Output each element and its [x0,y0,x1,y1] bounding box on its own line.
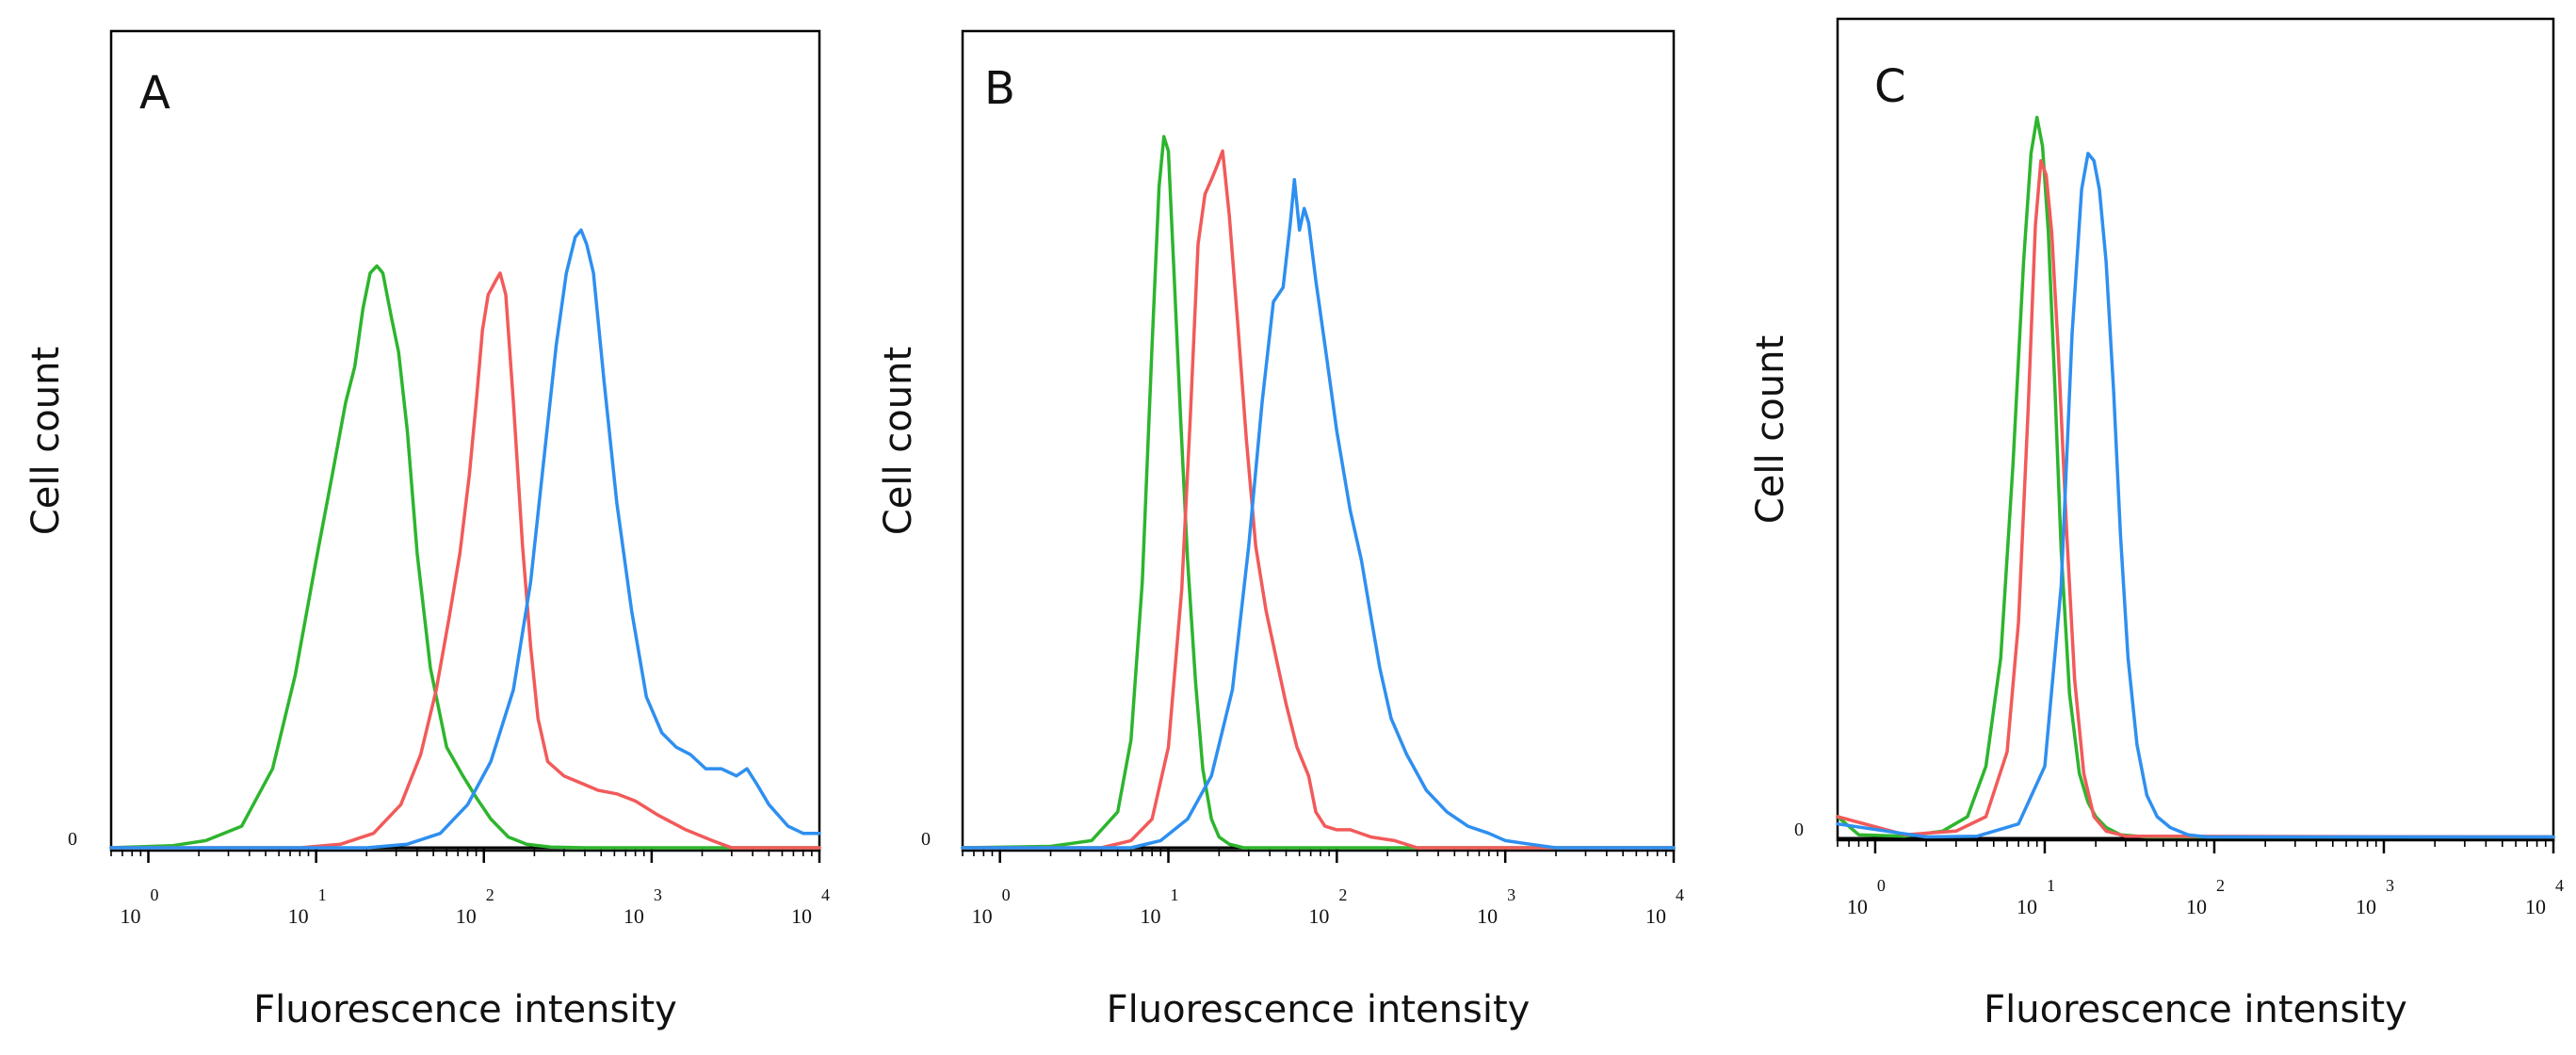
x-tick-label-base: 10 [2525,895,2546,918]
panel-letter: B [984,62,1015,115]
x-tick-label-exponent: 2 [1338,885,1347,904]
x-tick-label-base: 10 [2356,895,2376,918]
x-tick-label-exponent: 1 [2047,876,2055,895]
panel-c: C Cell count Fluorescence intensity 0 10… [1749,17,2564,1031]
plot-frame [961,29,1676,852]
x-tick-label-exponent: 3 [1507,885,1515,904]
x-tick-label-exponent: 4 [1676,885,1684,904]
y-axis-label: Cell count [1749,335,1792,524]
x-tick-label-base: 10 [2017,895,2037,918]
series-line-red [109,271,821,850]
x-tick-label-exponent: 1 [318,885,327,904]
plot-frame [109,29,821,852]
x-axis-label: Fluorescence intensity [1107,988,1531,1031]
series-line-red [961,149,1676,850]
x-tick-label-exponent: 4 [821,885,830,904]
series-line-green [1836,115,2555,839]
y-zero-label: 0 [921,829,931,850]
x-tick-label-base: 10 [456,904,477,928]
x-tick-label-exponent: 3 [2386,876,2394,895]
series-line-blue [1836,152,2555,839]
x-tick-label-exponent: 1 [1171,885,1179,904]
panel-b: B Cell count Fluorescence intensity 0 10… [877,29,1684,1031]
x-tick-label-base: 10 [1645,904,1666,928]
x-tick-label-exponent: 0 [1877,876,1886,895]
x-axis-label: Fluorescence intensity [1984,988,2407,1031]
series-line-green [109,264,821,850]
panel-a: A Cell count Fluorescence intensity 0 10… [24,29,830,1031]
series-line-blue [961,178,1676,850]
x-tick-label-base: 10 [624,904,644,928]
x-tick-label-exponent: 2 [2216,876,2225,895]
x-tick-label-base: 10 [288,904,309,928]
x-tick-label-base: 10 [1847,895,1868,918]
x-tick-label-base: 10 [1141,904,1161,928]
x-tick-label-exponent: 2 [486,885,494,904]
x-tick-label-base: 10 [121,904,141,928]
x-tick-label-exponent: 3 [654,885,662,904]
x-tick-label-base: 10 [972,904,993,928]
x-tick-label-exponent: 0 [1002,885,1011,904]
panel-letter: C [1874,60,1906,113]
x-tick-label-base: 10 [2186,895,2207,918]
x-tick-label-exponent: 4 [2555,876,2564,895]
plot-frame [1836,17,2555,842]
y-zero-label: 0 [68,829,77,850]
y-axis-label: Cell count [24,347,68,535]
x-tick-label-exponent: 0 [151,885,159,904]
series-line-red [1836,158,2555,839]
panel-letter: A [139,67,170,120]
x-axis-label: Fluorescence intensity [253,988,677,1031]
series-line-green [961,135,1676,850]
x-tick-label-base: 10 [791,904,812,928]
y-axis-label: Cell count [877,347,920,535]
y-zero-label: 0 [1794,820,1804,840]
x-tick-label-base: 10 [1308,904,1329,928]
series-line-blue [109,228,821,850]
x-tick-label-base: 10 [1477,904,1498,928]
